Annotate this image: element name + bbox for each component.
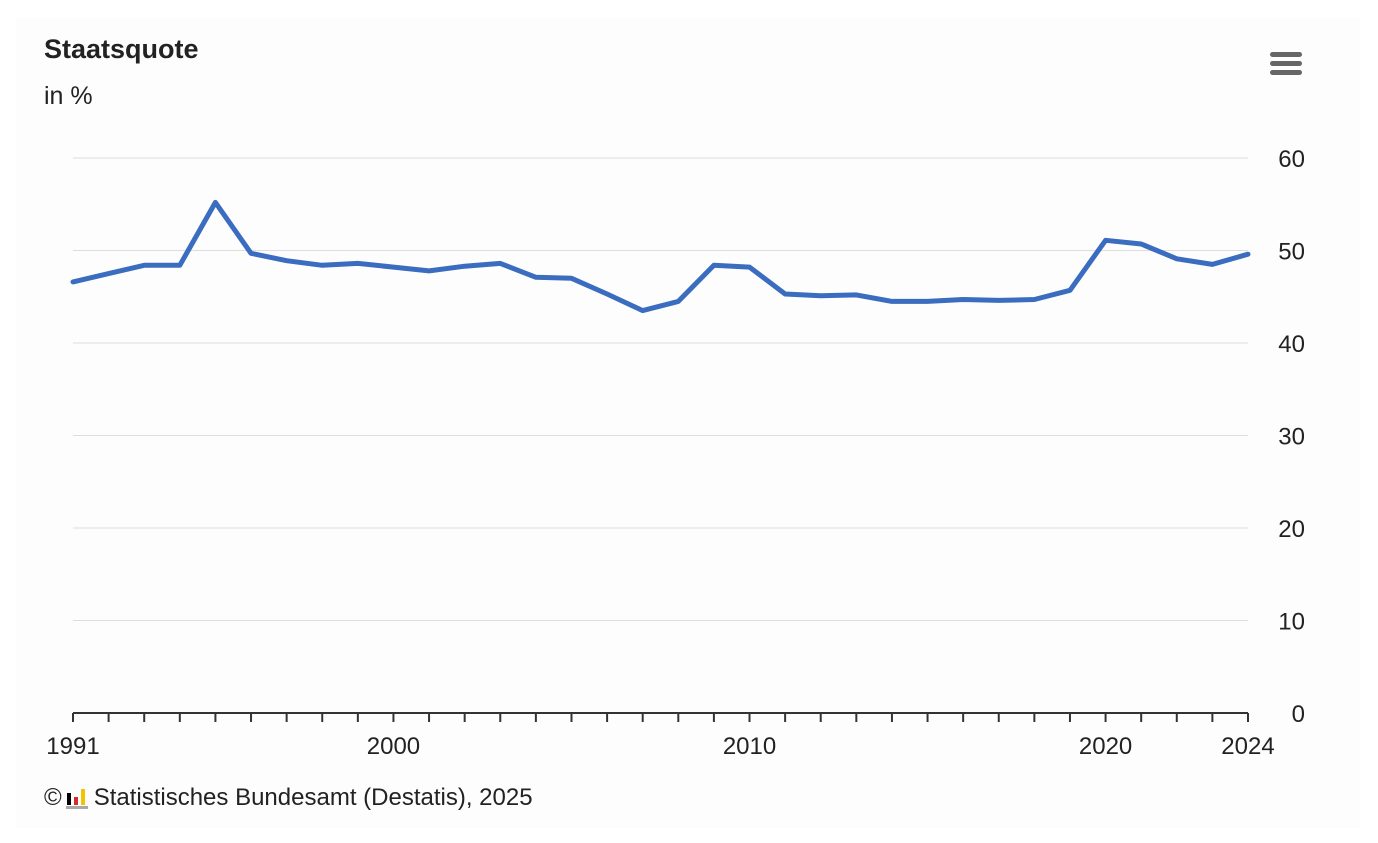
x-tick-label: 2020 [1079,733,1132,760]
data-point[interactable] [1241,247,1255,261]
data-point[interactable] [1099,233,1113,247]
data-point[interactable] [849,288,863,302]
data-point[interactable] [244,246,258,260]
y-tick-label: 50 [1278,239,1305,266]
y-tick-label: 0 [1292,701,1305,728]
hamburger-menu-icon [1270,52,1302,57]
copyright-symbol: © [44,784,62,811]
data-point[interactable] [636,304,650,318]
data-point[interactable] [1170,252,1184,266]
hamburger-menu-icon [1270,61,1302,66]
data-point[interactable] [707,258,721,272]
x-axis: 1991 2000 2010 2020 2024 [46,712,1275,760]
credits-text: Statistisches Bundesamt (Destatis), 2025 [93,784,533,811]
data-point[interactable] [1134,237,1148,251]
data-point[interactable] [743,260,757,274]
data-point[interactable] [386,260,400,274]
data-point[interactable] [137,258,151,272]
chart-subtitle: in % [44,82,93,110]
data-point[interactable] [351,256,365,270]
series [66,195,1255,318]
chart-background [16,18,1360,828]
data-point[interactable] [1063,283,1077,297]
data-point[interactable] [564,271,578,285]
data-point[interactable] [778,287,792,301]
series-line-staatsquote[interactable] [70,199,1251,314]
data-point[interactable] [529,270,543,284]
data-point[interactable] [1205,257,1219,271]
chart-credits: © Statistisches Bundesamt (Destatis), 20… [44,784,533,812]
data-point[interactable] [315,258,329,272]
y-tick-label: 30 [1278,424,1305,451]
data-point[interactable] [66,275,80,289]
data-point[interactable] [885,294,899,308]
hamburger-menu-icon [1270,70,1302,75]
x-tick-label: 1991 [46,733,99,760]
data-point[interactable] [422,264,436,278]
data-point[interactable] [921,294,935,308]
data-point[interactable] [992,293,1006,307]
data-point[interactable] [173,258,187,272]
data-point[interactable] [956,293,970,307]
gridlines [73,157,1248,621]
data-point[interactable] [671,294,685,308]
x-tick-label: 2024 [1221,733,1274,760]
x-tick-label: 2010 [723,733,776,760]
y-tick-label: 40 [1278,331,1305,358]
data-point[interactable] [814,289,828,303]
data-point[interactable] [208,195,222,209]
chart-title: Staatsquote [44,34,199,64]
y-tick-label: 60 [1278,146,1305,173]
y-tick-label: 10 [1278,609,1305,636]
data-point[interactable] [1027,293,1041,307]
y-tick-label: 20 [1278,516,1305,543]
data-point[interactable] [280,254,294,268]
y-axis: 0 10 20 30 40 50 60 [1278,146,1305,728]
data-point[interactable] [600,287,614,301]
x-tick-label: 2000 [367,733,420,760]
data-point[interactable] [458,259,472,273]
chart-menu-button[interactable] [1262,46,1310,82]
data-point[interactable] [493,256,507,270]
data-point[interactable] [102,267,116,281]
destatis-logo-icon [65,787,88,809]
